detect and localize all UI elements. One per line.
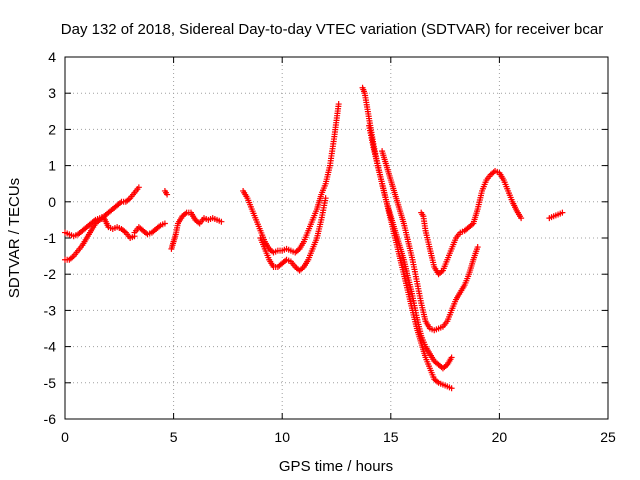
y-tick-label: 2 [48, 121, 56, 137]
data-point [448, 354, 455, 361]
y-tick-label: -4 [44, 339, 57, 355]
data-point [322, 195, 329, 202]
x-tick-label: 25 [600, 429, 616, 445]
data-point [474, 244, 481, 251]
series-track-5 [168, 209, 225, 252]
data-point [448, 385, 455, 392]
series-track-12 [546, 209, 566, 222]
data-point [335, 101, 342, 108]
y-tick-label: 3 [48, 85, 56, 101]
series-track-9 [366, 122, 455, 372]
y-tick-label: 4 [48, 49, 56, 65]
series-track-2 [62, 215, 138, 263]
data-point [164, 191, 171, 198]
y-tick-label: -5 [44, 375, 57, 391]
x-tick-label: 0 [61, 429, 69, 445]
series-track-6 [240, 101, 342, 256]
series-track-4 [161, 187, 171, 198]
data-point [135, 184, 142, 191]
y-tick-label: -6 [44, 411, 57, 427]
series-track-11 [418, 168, 525, 278]
x-tick-label: 10 [274, 429, 290, 445]
y-tick-label: -3 [44, 302, 57, 318]
data-point [161, 220, 168, 227]
x-tick-label: 15 [383, 429, 399, 445]
y-tick-label: -2 [44, 266, 57, 282]
series-track-7 [257, 195, 329, 274]
data-point [518, 215, 525, 222]
y-tick-label: -1 [44, 230, 57, 246]
y-axis: 4 3 2 1 0 -1 -2 -3 -4 -5 -6 [44, 49, 608, 427]
y-axis-label: SDTVAR / TECUs [6, 178, 23, 298]
chart-title: Day 132 of 2018, Sidereal Day-to-day VTE… [61, 21, 603, 38]
data-point [559, 209, 566, 216]
x-axis-label: GPS time / hours [279, 458, 393, 475]
data-point [218, 218, 225, 225]
x-axis: 0 5 10 15 20 25 [61, 57, 616, 445]
data-points [62, 84, 566, 392]
x-tick-label: 20 [492, 429, 508, 445]
series-track-1 [62, 184, 142, 240]
y-tick-label: 0 [48, 194, 56, 210]
series-track-3 [131, 220, 168, 238]
series-track-10 [379, 148, 481, 334]
grid [65, 57, 608, 419]
x-tick-label: 5 [170, 429, 178, 445]
y-tick-label: 1 [48, 158, 56, 174]
